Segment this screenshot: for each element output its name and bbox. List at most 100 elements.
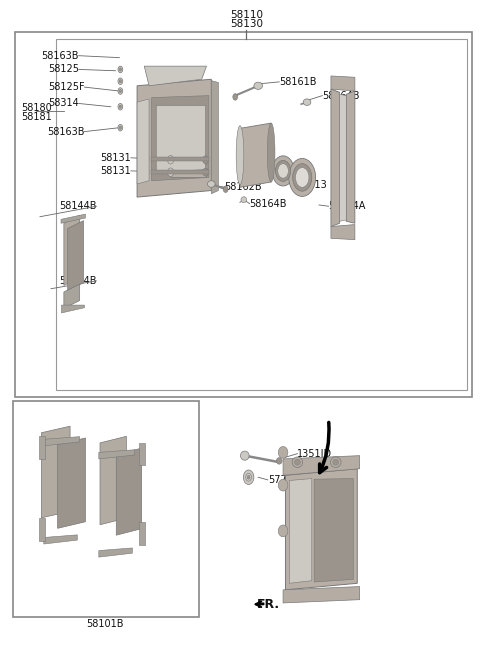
Ellipse shape xyxy=(118,66,123,73)
Text: 58163B: 58163B xyxy=(41,51,79,61)
Ellipse shape xyxy=(118,88,123,94)
Text: 58144B: 58144B xyxy=(59,276,96,286)
Ellipse shape xyxy=(293,164,312,191)
Text: 1351JD: 1351JD xyxy=(298,449,333,459)
Polygon shape xyxy=(156,106,205,173)
Polygon shape xyxy=(100,436,126,525)
Text: 58163B: 58163B xyxy=(47,127,84,136)
Polygon shape xyxy=(152,96,209,180)
Text: 58112: 58112 xyxy=(268,163,299,173)
Ellipse shape xyxy=(267,123,275,182)
Ellipse shape xyxy=(233,94,238,100)
Polygon shape xyxy=(64,215,80,285)
Polygon shape xyxy=(116,448,142,535)
Text: 58130: 58130 xyxy=(230,19,263,30)
Text: 58125F: 58125F xyxy=(48,82,84,92)
Polygon shape xyxy=(211,81,218,194)
Polygon shape xyxy=(44,437,80,446)
Text: 58180: 58180 xyxy=(21,103,51,113)
Ellipse shape xyxy=(254,82,263,89)
Bar xyxy=(170,169,206,176)
Ellipse shape xyxy=(168,168,174,176)
Polygon shape xyxy=(339,94,346,221)
Ellipse shape xyxy=(330,457,341,468)
Bar xyxy=(12,401,199,617)
Ellipse shape xyxy=(207,180,215,187)
Ellipse shape xyxy=(236,126,244,184)
Text: 58114A: 58114A xyxy=(328,201,366,211)
Text: 58101B: 58101B xyxy=(86,619,124,629)
Text: 58113: 58113 xyxy=(297,180,327,190)
Ellipse shape xyxy=(119,105,121,108)
Polygon shape xyxy=(331,89,339,226)
Text: 58161B: 58161B xyxy=(279,77,317,87)
Bar xyxy=(140,443,145,466)
Ellipse shape xyxy=(118,125,123,131)
Text: 58131: 58131 xyxy=(100,166,131,176)
Ellipse shape xyxy=(246,474,252,482)
Polygon shape xyxy=(314,479,353,582)
Bar xyxy=(39,436,45,459)
Polygon shape xyxy=(331,224,355,239)
Polygon shape xyxy=(99,548,132,557)
Ellipse shape xyxy=(243,470,254,484)
Ellipse shape xyxy=(272,156,294,186)
Ellipse shape xyxy=(119,79,121,83)
Text: 58110: 58110 xyxy=(230,10,263,20)
Bar xyxy=(56,39,468,390)
Text: 58314: 58314 xyxy=(48,98,79,108)
Polygon shape xyxy=(137,79,211,197)
Polygon shape xyxy=(289,479,312,583)
Polygon shape xyxy=(68,220,84,291)
Polygon shape xyxy=(137,99,149,184)
Ellipse shape xyxy=(303,99,311,106)
Ellipse shape xyxy=(278,447,288,459)
Text: 58164B: 58164B xyxy=(250,199,287,209)
Polygon shape xyxy=(99,450,135,459)
Polygon shape xyxy=(41,426,70,518)
Ellipse shape xyxy=(289,159,316,196)
Text: 58181: 58181 xyxy=(21,112,51,122)
Ellipse shape xyxy=(119,89,121,92)
Ellipse shape xyxy=(276,161,291,181)
Ellipse shape xyxy=(223,186,228,192)
Ellipse shape xyxy=(296,168,309,187)
Ellipse shape xyxy=(333,459,338,465)
Polygon shape xyxy=(64,284,80,308)
Bar xyxy=(152,157,209,161)
Polygon shape xyxy=(61,214,85,223)
Ellipse shape xyxy=(118,104,123,110)
Ellipse shape xyxy=(119,126,121,129)
Ellipse shape xyxy=(119,68,121,71)
Polygon shape xyxy=(61,305,84,313)
Ellipse shape xyxy=(241,197,247,203)
Ellipse shape xyxy=(247,476,250,480)
Polygon shape xyxy=(346,91,355,223)
Text: 58162B: 58162B xyxy=(225,182,262,192)
Text: 58164B: 58164B xyxy=(323,91,360,100)
Ellipse shape xyxy=(118,78,123,85)
Bar xyxy=(140,522,145,545)
Polygon shape xyxy=(44,535,77,544)
Ellipse shape xyxy=(292,457,303,468)
Bar xyxy=(15,32,472,397)
Polygon shape xyxy=(283,456,360,476)
Polygon shape xyxy=(240,123,271,187)
Ellipse shape xyxy=(278,164,288,178)
Ellipse shape xyxy=(203,169,208,176)
Ellipse shape xyxy=(203,156,208,164)
Bar xyxy=(152,171,209,174)
Text: 57725A: 57725A xyxy=(268,475,306,485)
Bar xyxy=(39,518,45,541)
Ellipse shape xyxy=(278,480,288,491)
Polygon shape xyxy=(331,76,355,91)
Ellipse shape xyxy=(240,451,249,461)
Polygon shape xyxy=(144,66,206,86)
Ellipse shape xyxy=(276,458,282,464)
Polygon shape xyxy=(283,586,360,603)
Polygon shape xyxy=(58,438,85,528)
Bar xyxy=(170,156,206,165)
Text: 58144B: 58144B xyxy=(59,201,96,211)
Text: 58131: 58131 xyxy=(100,153,131,163)
Ellipse shape xyxy=(295,459,300,465)
